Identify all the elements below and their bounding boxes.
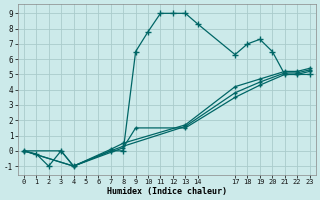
X-axis label: Humidex (Indice chaleur): Humidex (Indice chaleur) [107, 187, 227, 196]
